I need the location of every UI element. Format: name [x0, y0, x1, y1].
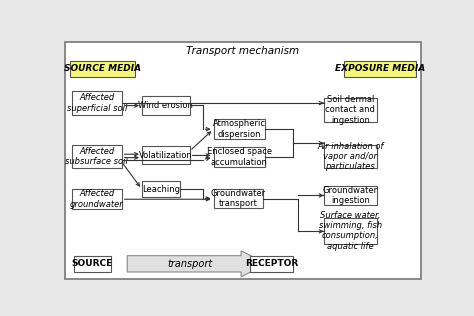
FancyBboxPatch shape — [213, 147, 265, 167]
Text: Groundwater
ingestion: Groundwater ingestion — [323, 186, 378, 205]
FancyBboxPatch shape — [324, 98, 377, 122]
Text: Transport mechanism: Transport mechanism — [186, 46, 300, 56]
Text: transport: transport — [167, 259, 212, 269]
Text: SOURCE: SOURCE — [72, 259, 113, 268]
Text: Groundwater
transport: Groundwater transport — [211, 189, 266, 208]
FancyBboxPatch shape — [213, 189, 263, 208]
Text: SOURCE MEDIA: SOURCE MEDIA — [64, 64, 141, 73]
Text: EXPOSURE MEDIA: EXPOSURE MEDIA — [335, 64, 425, 73]
FancyBboxPatch shape — [250, 256, 292, 271]
Text: Affected
subsurface soil: Affected subsurface soil — [65, 147, 128, 166]
FancyBboxPatch shape — [65, 42, 421, 279]
FancyBboxPatch shape — [72, 145, 122, 168]
FancyBboxPatch shape — [74, 256, 110, 271]
FancyBboxPatch shape — [344, 61, 416, 77]
Polygon shape — [127, 251, 267, 277]
FancyBboxPatch shape — [324, 186, 377, 204]
FancyBboxPatch shape — [213, 119, 265, 139]
Text: Leaching: Leaching — [142, 185, 180, 194]
FancyBboxPatch shape — [324, 218, 377, 244]
Text: Enclosed space
accumulation: Enclosed space accumulation — [207, 148, 272, 167]
Text: Air inhalation of
vapor and/or
particulates: Air inhalation of vapor and/or particula… — [317, 142, 383, 172]
Text: Soil dermal
contact and
ingestion: Soil dermal contact and ingestion — [326, 95, 375, 125]
FancyBboxPatch shape — [142, 181, 181, 197]
Text: RECEPTOR: RECEPTOR — [245, 259, 298, 268]
FancyBboxPatch shape — [142, 146, 190, 164]
Text: Affected
superficial soil: Affected superficial soil — [67, 93, 127, 113]
FancyBboxPatch shape — [72, 91, 122, 115]
FancyBboxPatch shape — [72, 189, 122, 210]
FancyBboxPatch shape — [142, 96, 190, 115]
Text: Atmospheric
dispersion: Atmospheric dispersion — [213, 119, 266, 139]
Text: Affected
groundwater: Affected groundwater — [70, 189, 124, 209]
Text: Surface water,
swimming, fish
consumption,
aquatic life: Surface water, swimming, fish consumptio… — [319, 211, 382, 251]
FancyBboxPatch shape — [324, 145, 377, 168]
FancyBboxPatch shape — [70, 61, 135, 77]
Text: Volatilization: Volatilization — [139, 151, 192, 160]
Text: Wind erosion: Wind erosion — [138, 101, 193, 110]
